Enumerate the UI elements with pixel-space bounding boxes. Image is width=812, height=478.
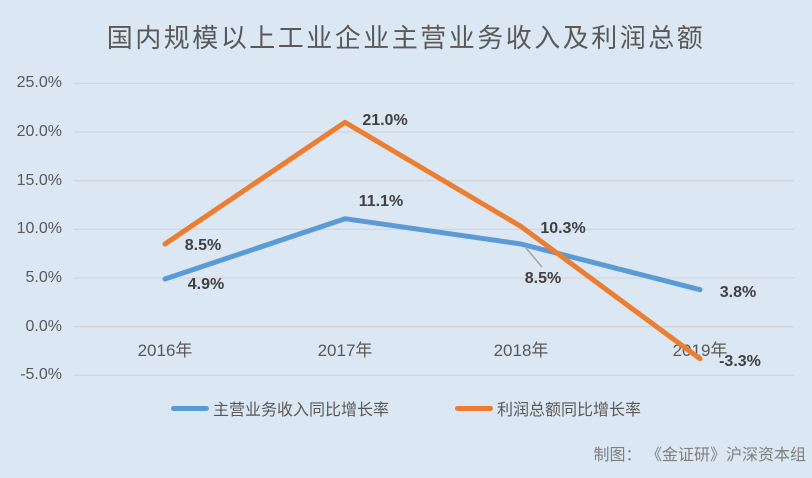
data-label: 21.0% (362, 112, 408, 130)
y-tick-label: -5.0% (20, 366, 62, 384)
y-tick-label: 15.0% (16, 171, 62, 189)
y-tick-label: 5.0% (25, 269, 62, 287)
chart-title: 国内规模以上工业企业主营业务收入及利润总额 (106, 23, 706, 53)
legend: 主营业务收入同比增长率 利润总额同比增长率 (0, 396, 812, 420)
legend-item-profit-growth: 利润总额同比增长率 (455, 396, 641, 420)
legend-line-swatch-blue (170, 405, 209, 411)
y-tick-label: 20.0% (16, 123, 62, 141)
data-label: 3.8% (719, 283, 757, 301)
data-label: 8.5% (524, 269, 562, 287)
legend-label-revenue-growth: 主营业务收入同比增长率 (212, 402, 389, 419)
data-label: 8.5% (184, 236, 222, 254)
data-label: 11.1% (358, 192, 404, 210)
data-label: -3.3% (719, 352, 761, 370)
legend-line-swatch-orange (455, 405, 493, 411)
data-label: 4.9% (187, 276, 225, 293)
y-tick-label: 25.0% (16, 74, 62, 92)
y-tick-label: 10.0% (16, 220, 62, 238)
y-tick-label: 0.0% (25, 317, 62, 335)
legend-item-revenue-growth: 主营业务收入同比增长率 (170, 396, 389, 420)
legend-label-profit-growth: 利润总额同比增长率 (497, 402, 642, 419)
credit-text: 制图： 《金证研》沪深资本组 (593, 447, 806, 464)
data-label: 10.3% (540, 220, 586, 238)
